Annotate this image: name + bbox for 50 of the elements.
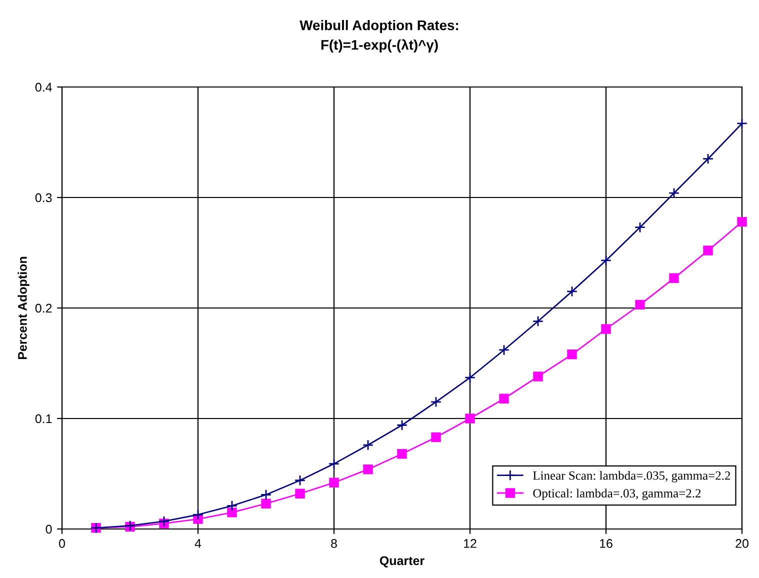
y-tick-label: 0.1 (35, 414, 52, 424)
x-tick-label: 20 (736, 539, 748, 548)
point (294, 474, 306, 486)
point (601, 324, 611, 334)
y-axis-title: Percent Adoption (18, 256, 30, 360)
point (669, 273, 679, 284)
y-tick-label: 0.2 (35, 304, 52, 313)
y-tick-label: 0 (46, 524, 52, 534)
point (363, 464, 373, 474)
point (261, 498, 271, 508)
point (226, 500, 238, 512)
legend-label: Linear Scan: lambda=.035, gamma=2.2 (533, 471, 730, 482)
point (668, 188, 680, 199)
point (260, 489, 272, 500)
x-tick-label: 0 (59, 539, 65, 548)
point (464, 372, 476, 384)
point (567, 350, 577, 360)
point (498, 344, 510, 356)
x-tick-label: 16 (600, 539, 612, 548)
point (431, 432, 441, 442)
point (499, 394, 509, 404)
point (532, 316, 544, 327)
point (362, 439, 374, 451)
point (600, 254, 612, 266)
point (736, 118, 748, 130)
point (703, 246, 713, 256)
y-tick-label: 0.4 (35, 82, 52, 92)
point (465, 414, 475, 424)
point (397, 449, 407, 459)
point (737, 216, 747, 227)
point (634, 222, 646, 233)
point (430, 396, 442, 408)
point (329, 478, 339, 488)
point (396, 420, 408, 431)
point (192, 509, 204, 520)
point (227, 508, 237, 518)
point (295, 488, 305, 498)
x-tick-label: 8 (331, 539, 337, 548)
legend-label: Optical: lambda=.03, gamma=2.2 (533, 488, 701, 500)
point (566, 286, 578, 297)
chart-title: Weibull Adoption Rates: F(t)=1-exp(-(λt)^γ) (300, 20, 458, 53)
x-tick-label: 4 (194, 539, 202, 548)
point (158, 516, 170, 527)
x-axis-title: Quarter (380, 556, 424, 568)
point (533, 372, 543, 382)
point (328, 458, 340, 470)
y-tick-label: 0.3 (35, 193, 52, 202)
point (635, 300, 645, 310)
x-tick-label: 12 (464, 539, 476, 548)
point (702, 153, 714, 164)
